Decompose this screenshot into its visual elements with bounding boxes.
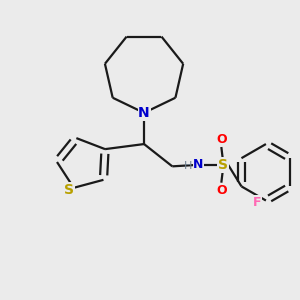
Text: N: N (193, 158, 204, 171)
Text: S: S (218, 158, 228, 172)
Text: S: S (64, 183, 74, 197)
Text: H: H (184, 161, 192, 171)
Text: O: O (216, 133, 226, 146)
Text: O: O (216, 184, 226, 197)
Text: N: N (138, 106, 150, 120)
Text: F: F (253, 196, 261, 208)
